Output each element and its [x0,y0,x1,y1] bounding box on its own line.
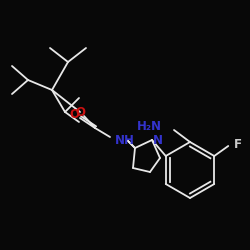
Text: NH: NH [115,134,135,146]
Text: O: O [75,106,85,118]
Text: F: F [234,138,242,150]
Text: N: N [153,134,163,146]
Text: O: O [69,108,79,120]
Text: H₂N: H₂N [137,120,162,132]
